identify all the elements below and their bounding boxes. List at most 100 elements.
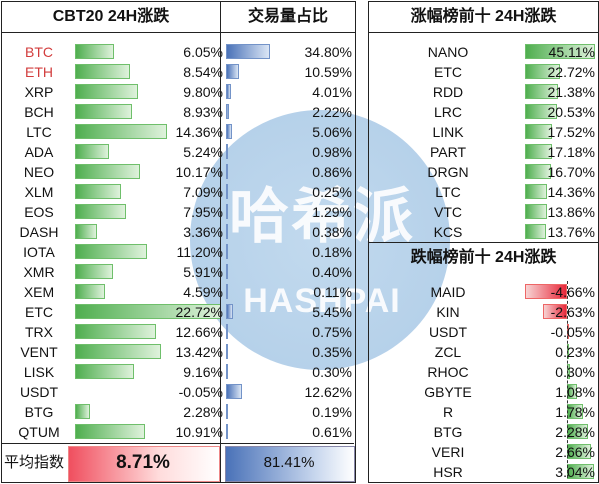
volume-header: 交易量占比 [221, 2, 355, 33]
coin-name: LTC [435, 184, 461, 200]
table-row: 5.06% [220, 122, 354, 142]
volume-bar [226, 244, 228, 259]
coin-name: LRC [433, 104, 462, 120]
volume-bar [226, 344, 228, 359]
change-value: 5.91% [183, 264, 223, 280]
change-bar [543, 304, 567, 319]
volume-value: 4.01% [312, 84, 352, 100]
volume-bar [226, 104, 229, 119]
volume-value: 0.98% [312, 144, 352, 160]
change-bar [525, 284, 567, 299]
table-row: 0.40% [220, 262, 354, 282]
change-bar [525, 204, 547, 219]
change-bar [75, 324, 157, 339]
coin-name: ZCL [434, 344, 462, 360]
total-volume-value: 81.41% [263, 454, 315, 471]
table-row: LISK 9.16% [1, 362, 223, 382]
change-bar [75, 144, 109, 159]
volume-value: 0.38% [312, 224, 352, 240]
volume-bar [226, 164, 228, 179]
change-bar [525, 44, 595, 59]
coin-name: VERI [431, 444, 465, 460]
table-row: 0.86% [220, 162, 354, 182]
list-item: VTC 13.86% [368, 202, 597, 222]
list-item: BTG 2.28% [368, 422, 597, 442]
volume-value: 5.06% [312, 124, 352, 140]
losers-header: 跌幅榜前十 24H涨跌 [410, 249, 557, 266]
volume-bar [226, 124, 233, 139]
change-bar [75, 424, 146, 439]
table-row: NEO 10.17% [1, 162, 223, 182]
table-row: BTC 6.05% [1, 42, 223, 62]
list-item: NANO 45.11% [368, 42, 597, 62]
change-value: 14.36% [175, 124, 223, 140]
table-row: EOS 7.95% [1, 202, 223, 222]
change-value: 14.36% [547, 184, 595, 200]
volume-bar [226, 44, 270, 59]
coin-name: RDD [432, 84, 464, 100]
coin-name: KCS [433, 224, 463, 240]
change-value: -0.05% [178, 384, 223, 400]
list-item: GBYTE 1.08% [368, 382, 597, 402]
average-box [68, 446, 220, 482]
coin-name: NANO [427, 44, 469, 60]
change-value: 8.54% [183, 64, 223, 80]
change-value: 13.76% [547, 224, 595, 240]
change-value: 22.72% [547, 64, 595, 80]
list-item: PART 17.18% [368, 142, 597, 162]
watermark-circle [190, 110, 450, 370]
change-bar [75, 184, 121, 199]
coin-name: IOTA [23, 244, 55, 260]
change-bar [75, 364, 134, 379]
table-row: 4.01% [220, 82, 354, 102]
average-divider [1, 443, 354, 444]
change-bar [75, 344, 162, 359]
volume-bar [226, 184, 228, 199]
volume-value: 2.22% [312, 104, 352, 120]
table-row: 34.80% [220, 42, 354, 62]
change-bar [75, 264, 113, 279]
volume-value: 0.18% [312, 244, 352, 260]
coin-name: BTC [25, 44, 53, 60]
change-bar [75, 124, 168, 139]
change-value: 0.30% [555, 364, 595, 380]
volume-bar [226, 144, 228, 159]
list-item: MAID -4.66% [368, 282, 597, 302]
table-row: XRP 9.80% [1, 82, 223, 102]
volume-value: 34.80% [304, 44, 352, 60]
change-bar [75, 64, 130, 79]
volume-value: 5.45% [312, 304, 352, 320]
volume-bar [226, 224, 228, 239]
volume-bar [226, 84, 232, 99]
volume-value: 0.30% [312, 364, 352, 380]
coin-name: PART [429, 144, 467, 160]
coin-name: MAID [430, 284, 466, 300]
volume-value: 0.40% [312, 264, 352, 280]
change-value: 13.42% [175, 344, 223, 360]
coin-name: TRX [25, 324, 53, 340]
watermark-chinese-text: 哈希派 [229, 182, 415, 252]
volume-bar [226, 64, 240, 79]
coin-name: USDT [428, 324, 468, 340]
change-value: -0.05% [550, 324, 595, 340]
change-value: 7.95% [183, 204, 223, 220]
change-bar [525, 64, 561, 79]
coin-name: VENT [20, 344, 58, 360]
change-bar [75, 224, 97, 239]
table-row: 0.18% [220, 242, 354, 262]
change-bar [75, 84, 138, 99]
change-value: 20.53% [547, 104, 595, 120]
change-value: 9.16% [183, 364, 223, 380]
table-row: 0.11% [220, 282, 354, 302]
volume-value: 0.11% [313, 284, 352, 300]
table-row: ADA 5.24% [1, 142, 223, 162]
volume-bar [226, 324, 228, 339]
volume-panel: 交易量占比 [220, 1, 356, 483]
change-value: 2.28% [183, 404, 223, 420]
table-row: LTC 14.36% [1, 122, 223, 142]
change-bar [525, 164, 551, 179]
coin-name: XEM [23, 284, 55, 300]
coin-name: RHOC [427, 364, 469, 380]
volume-bar [226, 264, 228, 279]
change-bar [75, 104, 133, 119]
